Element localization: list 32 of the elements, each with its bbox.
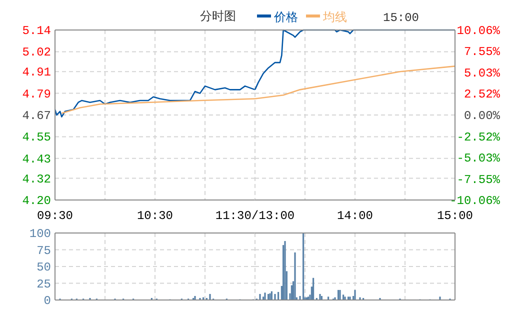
legend-label: 均线	[322, 11, 347, 25]
text: 7.55%	[464, 45, 500, 60]
text: -7.55%	[456, 172, 500, 187]
x-tick-label: 09:30	[36, 209, 74, 223]
text: -10.06%	[450, 194, 500, 208]
y-tick-label: 0	[44, 294, 51, 308]
y-tick-label: 4.91	[22, 66, 51, 80]
y-tick-label: 5.14	[22, 24, 51, 38]
text: 10.06%	[456, 24, 500, 38]
x-tick-label: 10:30	[136, 209, 174, 223]
text: 0.00%	[464, 109, 500, 123]
y-tick-label: 4.55	[22, 130, 51, 145]
y-tick-label: 4.32	[22, 172, 51, 186]
y-tick-label: 4.20	[22, 194, 51, 208]
y-tick-label: 75	[36, 244, 51, 258]
y-tick-label: 50	[36, 260, 51, 274]
y-tick-label: 4.43	[22, 152, 51, 166]
x-tick-label: 15:00	[436, 209, 474, 223]
chart-title: 分时图	[200, 10, 236, 24]
y-tick-label: 4.79	[22, 87, 51, 102]
text: 2.52%	[464, 88, 500, 102]
text: 5.03%	[464, 66, 500, 80]
legend-label: 价格	[273, 11, 298, 25]
text: -5.03%	[456, 152, 500, 166]
y-tick-label: 25	[36, 277, 51, 292]
x-tick-label: 11:30/13:00	[215, 209, 295, 223]
y-tick-label: 100	[29, 227, 51, 241]
text: 15:00	[383, 11, 420, 25]
x-tick-label: 14:00	[336, 209, 374, 223]
text: -2.52%	[456, 130, 500, 144]
y-tick-label: 4.67	[22, 109, 51, 123]
y-tick-label: 5.02	[22, 46, 51, 60]
